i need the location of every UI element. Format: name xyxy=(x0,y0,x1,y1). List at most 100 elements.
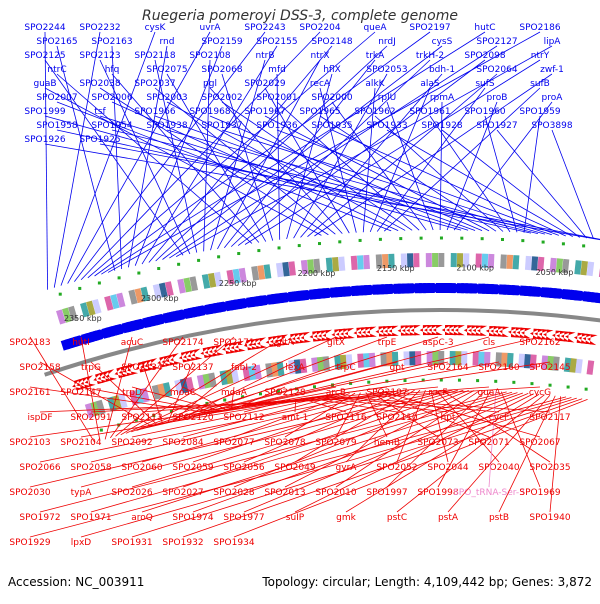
reverse-gene-label: gltX xyxy=(327,338,345,348)
reverse-gene-arrow xyxy=(388,325,399,336)
cog-block-inner xyxy=(219,370,229,386)
reverse-gene-label: SPO2137 xyxy=(172,363,213,373)
cog-block-outer xyxy=(62,307,72,323)
reverse-leader-line xyxy=(178,361,296,421)
forward-gene-label: guaB xyxy=(33,79,56,89)
cog-block-outer xyxy=(561,258,570,274)
reverse-leader-line xyxy=(498,395,556,513)
forward-gene-label: SPO1967 xyxy=(244,107,285,117)
marker-outer xyxy=(97,281,101,285)
forward-leader-line xyxy=(154,59,198,253)
reverse-leader-line xyxy=(29,389,448,488)
forward-gene-label: SPO2204 xyxy=(299,23,340,33)
reverse-leader-line xyxy=(182,389,464,488)
reverse-gene-label: SPO2128 xyxy=(264,388,305,398)
cog-block-outer xyxy=(574,260,582,275)
reverse-gene-arrow xyxy=(384,325,395,337)
forward-leader-line xyxy=(111,45,123,269)
forward-gene-label: hflX xyxy=(323,65,341,75)
marker-inner xyxy=(439,378,443,382)
cog-block-outer xyxy=(80,302,90,318)
reverse-gene-arrow xyxy=(105,369,117,381)
reverse-gene-label: SPO2027 xyxy=(162,488,203,498)
reverse-gene-label: SPO2134 xyxy=(121,363,162,373)
forward-gene-label: SPO2243 xyxy=(244,23,285,33)
reverse-gene-label: SPO2035 xyxy=(529,463,570,473)
forward-gene-label: sufB xyxy=(530,79,550,89)
marker-outer xyxy=(480,237,484,241)
reverse-leader-line xyxy=(192,392,523,513)
reverse-gene-arrow xyxy=(428,325,439,336)
cog-block-outer xyxy=(116,292,126,308)
forward-gene-label: SPO2165 xyxy=(36,37,77,47)
reverse-gene-arrow xyxy=(331,329,342,340)
reverse-gene-arrow xyxy=(432,325,443,336)
forward-leader-line xyxy=(293,73,388,239)
reverse-leader-line xyxy=(182,393,345,438)
reverse-gene-label: SPO1934 xyxy=(213,538,254,548)
cog-block-inner xyxy=(501,352,508,367)
reverse-gene-arrow xyxy=(157,356,168,368)
cog-block-inner xyxy=(363,353,370,368)
reverse-gene-label: SPO1931 xyxy=(111,538,152,548)
cog-block-inner xyxy=(134,388,145,405)
reverse-gene-arrow xyxy=(80,376,92,388)
forward-gene-label: SPO2098 xyxy=(464,51,505,61)
marker-inner xyxy=(312,385,316,389)
cog-block-outer xyxy=(555,258,564,273)
reverse-gene-arrow xyxy=(419,325,430,336)
cog-block-outer xyxy=(128,289,138,305)
forward-leader-line xyxy=(99,115,469,231)
reverse-gene-arrow xyxy=(485,325,496,337)
reverse-gene-arrow xyxy=(454,325,465,336)
forward-gene-label: tsf xyxy=(94,107,106,117)
reverse-gene-arrow xyxy=(516,327,527,339)
reverse-leader-line xyxy=(233,389,469,488)
forward-gene-label: SPO2075 xyxy=(146,65,187,75)
marker-outer xyxy=(157,267,161,271)
forward-gene-label: SPO2001 xyxy=(256,93,297,103)
reverse-leader-line xyxy=(500,391,541,488)
reverse-gene-label: pstC xyxy=(387,513,407,523)
reverse-gene-label: SPO1972 xyxy=(19,513,60,523)
reverse-leader-line xyxy=(236,386,286,409)
accession-text: Accession: NC_003911 xyxy=(8,575,145,589)
cog-block-inner xyxy=(106,396,117,412)
forward-gene-label: hutC xyxy=(474,23,495,33)
reverse-gene-label: typA xyxy=(71,488,93,498)
forward-gene-label: alkK xyxy=(365,79,385,89)
cog-block-outer xyxy=(300,259,309,275)
reverse-gene-arrow xyxy=(161,355,173,367)
cog-block-outer xyxy=(158,282,168,298)
reverse-gene-label: SPO2040 xyxy=(478,463,519,473)
reverse-gene-arrow xyxy=(375,326,386,337)
scale-label: 2050 kbp xyxy=(536,268,574,277)
reverse-gene-arrow xyxy=(127,363,139,375)
forward-leader-line xyxy=(319,115,497,232)
cog-block-inner xyxy=(288,359,296,375)
reverse-gene-arrow xyxy=(300,331,312,343)
cog-block-outer xyxy=(238,267,247,283)
forward-gene-label: trkA xyxy=(366,51,385,61)
forward-gene-label: SPO2108 xyxy=(189,51,230,61)
cog-block-inner xyxy=(563,357,572,373)
reverse-gene-label: SPO2067 xyxy=(519,438,560,448)
forward-gene-label: SPO1960 xyxy=(464,107,505,117)
reverse-leader-line xyxy=(447,394,551,513)
forward-leader-line xyxy=(314,73,553,237)
reverse-leader-line xyxy=(435,389,500,463)
cog-block-outer xyxy=(338,256,346,271)
forward-leader-line xyxy=(56,73,253,244)
reverse-gene-arrow xyxy=(140,360,151,372)
reverse-gene-label: SPO2028 xyxy=(213,488,254,498)
forward-gene-label: SPO2127 xyxy=(476,37,517,47)
reverse-gene-label: SPO1977 xyxy=(223,513,264,523)
forward-gene-label: SPO1926 xyxy=(24,135,65,145)
reverse-gene-label: SPO2145 xyxy=(529,363,570,373)
reverse-gene-label: trpD xyxy=(122,388,142,398)
reverse-gene-label: SPO2110 xyxy=(376,413,417,423)
cog-block-outer xyxy=(251,265,260,281)
cog-block-outer xyxy=(407,253,414,268)
scale-label: 2100 kbp xyxy=(456,263,494,272)
